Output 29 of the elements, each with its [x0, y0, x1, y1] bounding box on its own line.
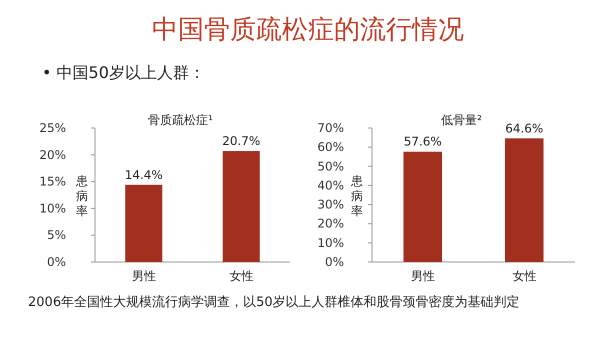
y-tick-label: 0% [324, 255, 344, 269]
chart-title: 骨质疏松症¹ [148, 113, 214, 127]
y-tick-label: 70% [317, 121, 344, 135]
y-axis-title: 患病率 [75, 174, 88, 218]
x-tick-label: 女性 [229, 269, 254, 283]
text: 中国骨质疏松症的流行情况 [152, 15, 464, 45]
data-label: 57.6% [404, 134, 442, 149]
y-tick-label: 60% [317, 140, 344, 154]
x-tick-label: 男性 [410, 269, 435, 283]
y-axis-title: 患病率 [350, 174, 363, 218]
y-tick-label: 50% [317, 159, 344, 174]
chart-subtitle: • 中国50岁以上人群： [42, 63, 205, 82]
y-tick-label: 15% [39, 174, 66, 189]
x-tick-label: 女性 [512, 269, 536, 283]
chart-title: 低骨量² [441, 113, 482, 127]
y-tick-label: 0% [46, 255, 66, 269]
y-tick-label: 5% [46, 228, 66, 242]
x-tick-label: 男性 [132, 269, 156, 283]
y-tick-label: 20% [39, 148, 66, 162]
data-label: 64.6% [505, 121, 544, 136]
y-tick-label: 25% [39, 121, 66, 135]
data-label: 20.7% [222, 134, 260, 148]
y-tick-label: 30% [317, 198, 344, 212]
y-tick-label: 10% [39, 201, 66, 216]
y-tick-label: 20% [317, 216, 344, 231]
y-tick-label: 40% [317, 178, 344, 192]
y-tick-label: 10% [317, 236, 344, 250]
text: 2006年全国性大规模流行病学调查，以50岁以上人群椎体和股骨颈骨密度为基础判定 [28, 294, 521, 311]
data-label: 14.4% [124, 168, 163, 182]
